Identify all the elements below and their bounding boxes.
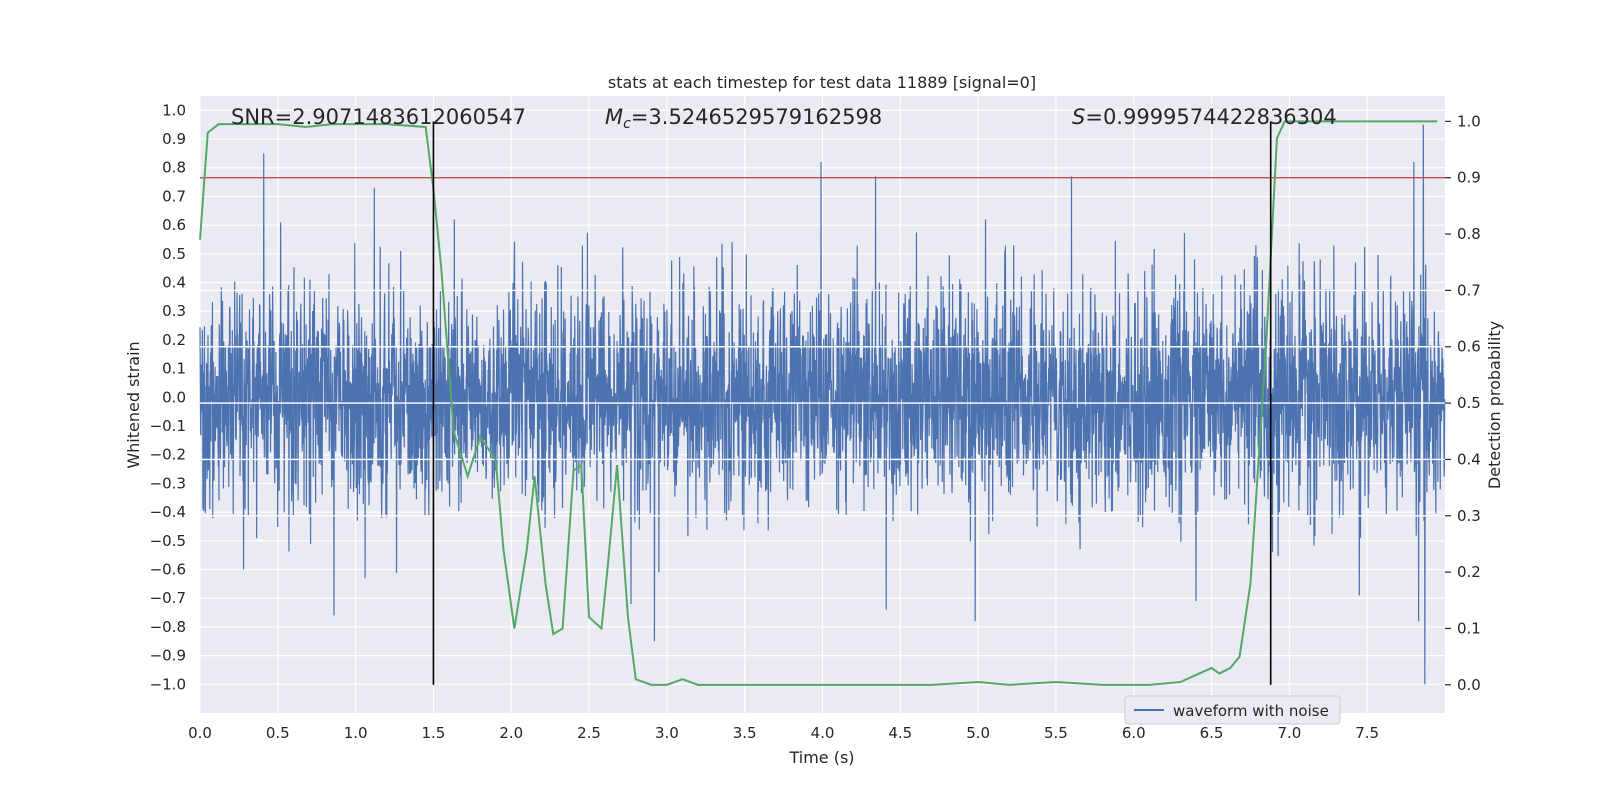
y-tick-label: −0.5 bbox=[150, 532, 186, 550]
probability-series bbox=[199, 120, 1438, 686]
vertical-markers bbox=[432, 121, 1272, 685]
waveform-line bbox=[199, 124, 1446, 685]
y2-tick-label: 0.5 bbox=[1457, 394, 1481, 412]
y-tick-label: 0.9 bbox=[162, 130, 186, 148]
x-tick-label: 0.0 bbox=[188, 724, 212, 742]
x-tick-label: 7.5 bbox=[1355, 724, 1379, 742]
y2-tick-label: 0.2 bbox=[1457, 563, 1481, 581]
y2-axis-label: Detection probability bbox=[1485, 321, 1504, 489]
y-tick-label: 0.1 bbox=[162, 360, 186, 378]
x-tick-label: 5.5 bbox=[1044, 724, 1068, 742]
y-tick-label: 0.3 bbox=[162, 302, 186, 320]
x-tick-label: 1.0 bbox=[344, 724, 368, 742]
y-tick-label: −0.9 bbox=[150, 647, 186, 665]
y2-tick-label: 0.7 bbox=[1457, 281, 1481, 299]
y-tick-label: −0.4 bbox=[150, 503, 186, 521]
y-tick-label: 0.5 bbox=[162, 245, 186, 263]
mc-value: =3.5246529579162598 bbox=[631, 105, 882, 129]
snr-annotation: SNR=2.9071483612060547 bbox=[231, 105, 526, 129]
y-axis-ticks: −1.0 −0.9 −0.8 −0.7 −0.6 −0.5 −0.4 −0.3 −0.2 −0.1… bbox=[150, 101, 186, 693]
legend-label: waveform with noise bbox=[1173, 702, 1329, 720]
y-tick-label: −0.7 bbox=[150, 589, 186, 607]
y2-tick-label: 0.6 bbox=[1457, 338, 1481, 356]
y-tick-label: 1.0 bbox=[162, 101, 186, 119]
x-tick-label: 6.5 bbox=[1200, 724, 1224, 742]
s-value: =0.9999574422836304 bbox=[1085, 105, 1336, 129]
y-tick-label: 0.2 bbox=[162, 331, 186, 349]
y-tick-label: 0.6 bbox=[162, 216, 186, 234]
y-tick-label: 0.0 bbox=[162, 388, 186, 406]
threshold-line-group bbox=[200, 177, 1445, 517]
x-tick-label: 1.5 bbox=[422, 724, 446, 742]
y-tick-label: −0.2 bbox=[150, 446, 186, 464]
x-axis-ticks: 0.0 0.5 1.0 1.5 2.0 2.5 3.0 3.5 4.0 4.5 5.0 5.5 6.0 6… bbox=[188, 724, 1379, 742]
y2-tick-label: 0.0 bbox=[1457, 676, 1481, 694]
y-tick-label: −0.6 bbox=[150, 561, 186, 579]
y-axis-label: Whitened strain bbox=[124, 341, 143, 468]
legend-box bbox=[1124, 695, 1341, 725]
x-tick-label: 2.0 bbox=[499, 724, 523, 742]
y2-tick-label: 0.8 bbox=[1457, 225, 1481, 243]
x-tick-label: 5.0 bbox=[966, 724, 990, 742]
y-tick-label: 0.7 bbox=[162, 187, 186, 205]
x-tick-label: 4.0 bbox=[811, 724, 835, 742]
x-tick-label: 6.0 bbox=[1122, 724, 1146, 742]
y-tick-label: −0.8 bbox=[150, 618, 186, 636]
y-tick-label: −1.0 bbox=[150, 675, 186, 693]
waveform-series bbox=[199, 124, 1446, 685]
y2-tick-label: 0.9 bbox=[1457, 169, 1481, 187]
y2-tick-label: 0.3 bbox=[1457, 507, 1481, 525]
x-tick-label: 3.0 bbox=[655, 724, 679, 742]
y2-tick-label: 0.4 bbox=[1457, 450, 1481, 468]
x-tick-label: 7.0 bbox=[1277, 724, 1301, 742]
x-tick-label: 3.5 bbox=[733, 724, 757, 742]
mc-subscript: c bbox=[623, 116, 631, 132]
y2-axis-ticks: 0.0 0.1 0.2 0.3 0.4 0.5 0.6 0.7 0.8 0.9 1.0 bbox=[1445, 112, 1481, 694]
significance-annotation: S=0.9999574422836304 bbox=[1072, 105, 1337, 129]
y-tick-label: 0.4 bbox=[162, 274, 186, 292]
legend: waveform with noise bbox=[1124, 695, 1341, 725]
x-tick-label: 4.5 bbox=[888, 724, 912, 742]
probability-line bbox=[199, 120, 1438, 686]
y-tick-label: −0.1 bbox=[150, 417, 186, 435]
y-tick-label: −0.3 bbox=[150, 474, 186, 492]
chirp-mass-annotation: Mc=3.5246529579162598 bbox=[605, 105, 882, 132]
x-tick-label: 0.5 bbox=[266, 724, 290, 742]
y2-tick-label: 0.1 bbox=[1457, 619, 1481, 637]
y2-tick-label: 1.0 bbox=[1457, 112, 1481, 130]
s-symbol: S bbox=[1072, 105, 1085, 129]
x-axis-label: Time (s) bbox=[788, 748, 854, 767]
chart-title: stats at each timestep for test data 118… bbox=[608, 73, 1036, 92]
y-tick-label: 0.8 bbox=[162, 159, 186, 177]
x-tick-label: 2.5 bbox=[577, 724, 601, 742]
mc-symbol: M bbox=[605, 105, 623, 129]
